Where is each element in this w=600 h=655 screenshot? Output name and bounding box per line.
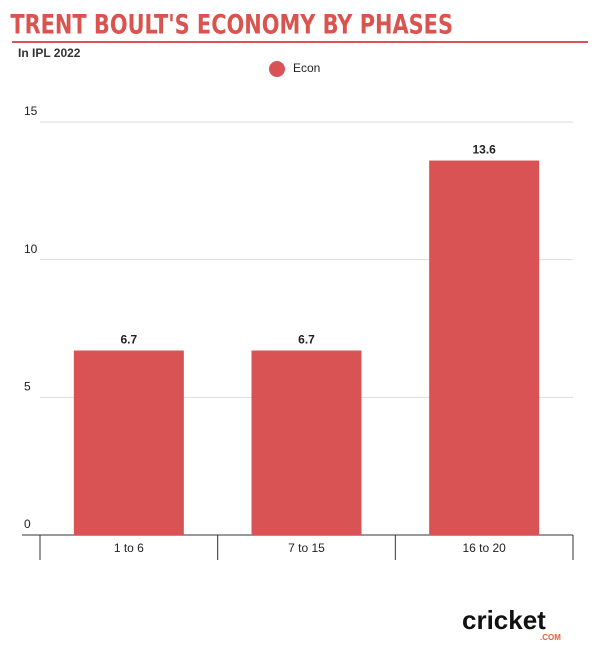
value-label: 13.6 — [472, 143, 496, 157]
value-label: 6.7 — [120, 333, 137, 347]
legend-swatch — [269, 61, 285, 77]
logo-domain: .COM — [540, 633, 561, 642]
bar — [73, 350, 184, 535]
x-tick-label: 1 to 6 — [114, 541, 144, 555]
chart-subtitle: In IPL 2022 — [18, 46, 81, 60]
x-tick-label: 7 to 15 — [288, 541, 325, 555]
y-tick-label: 0 — [24, 517, 31, 531]
y-tick-label: 15 — [24, 104, 38, 118]
y-tick-label: 5 — [24, 380, 31, 394]
bar — [251, 350, 362, 535]
x-tick-label: 16 to 20 — [462, 541, 506, 555]
bar — [429, 160, 540, 535]
logo: cricket — [462, 605, 546, 635]
value-label: 6.7 — [298, 333, 315, 347]
legend-label: Econ — [293, 61, 320, 75]
chart-title: TRENT BOULT'S ECONOMY BY PHASES — [10, 9, 453, 40]
y-tick-label: 10 — [24, 242, 38, 256]
